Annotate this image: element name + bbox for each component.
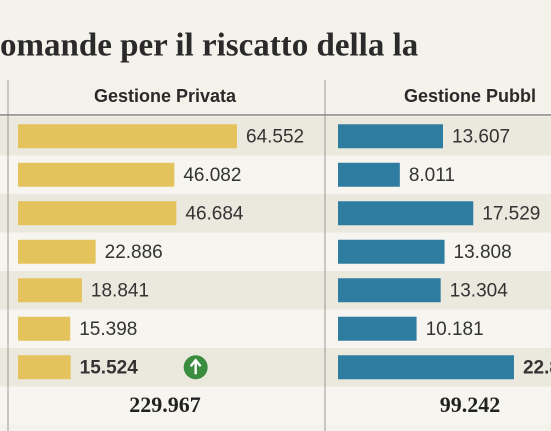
row-band: [0, 309, 551, 348]
value-label: 22.802: [523, 357, 551, 378]
bar: [18, 124, 237, 149]
row-band: [0, 386, 551, 425]
bar: [338, 124, 443, 149]
bar: [18, 278, 82, 303]
value-label: 17.529: [482, 203, 540, 224]
row-band: [0, 271, 551, 310]
bar: [338, 201, 474, 226]
value-label: 22.886: [105, 242, 163, 263]
column-header: Gestione Pubbl: [404, 86, 536, 106]
value-label: 10.181: [426, 319, 484, 340]
bar: [338, 162, 400, 187]
column-header: Gestione Privata: [94, 86, 237, 106]
total-label: 99.242: [440, 392, 501, 417]
value-label: 15.524: [80, 357, 139, 378]
bar: [18, 355, 71, 380]
chart-title: omande per il riscatto della la: [0, 28, 418, 64]
bar: [338, 316, 417, 341]
bar: [18, 201, 177, 226]
value-label: 13.607: [452, 126, 510, 147]
value-label: 13.808: [454, 242, 512, 263]
total-label: 229.967: [129, 392, 201, 417]
bar: [338, 355, 514, 380]
value-label: 8.011: [409, 165, 455, 186]
value-label: 64.552: [246, 126, 304, 147]
bar: [18, 239, 96, 264]
value-label: 13.304: [450, 280, 509, 301]
value-label: 46.082: [183, 165, 241, 186]
bar: [18, 316, 71, 341]
value-label: 15.398: [79, 319, 137, 340]
bar: [18, 162, 175, 187]
bar: [338, 278, 441, 303]
value-label: 46.684: [185, 203, 244, 224]
bar: [338, 239, 445, 264]
up-arrow: [189, 358, 202, 375]
value-label: 18.841: [91, 280, 149, 301]
